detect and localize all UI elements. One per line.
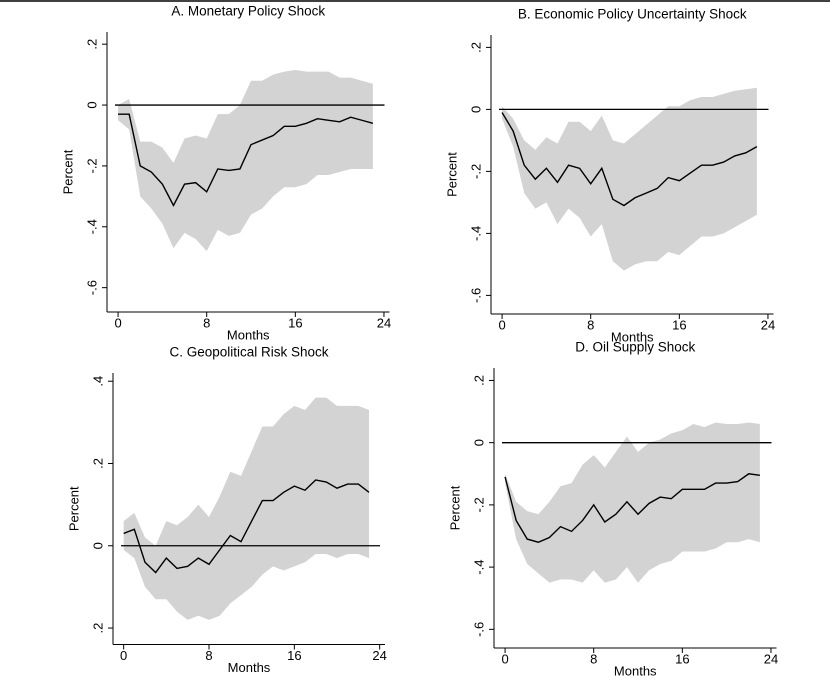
x-tick-label: 24 — [764, 651, 778, 666]
y-tick-label: 0 — [468, 106, 483, 113]
y-tick-label: -.6 — [471, 622, 486, 637]
y-axis-label: Percent — [60, 149, 75, 194]
x-tick-label: 16 — [675, 651, 689, 666]
y-axis-label: Percent — [66, 486, 81, 531]
confidence-band — [123, 397, 370, 620]
y-tick-label: -.2 — [84, 158, 99, 173]
chart-title: B. Economic Policy Uncertainty Shock — [518, 7, 747, 22]
x-tick-label: 24 — [377, 315, 391, 330]
confidence-band — [502, 87, 757, 271]
chart-title: D. Oil Supply Shock — [575, 340, 695, 355]
y-tick-label: 0 — [84, 101, 99, 108]
x-tick-label: 8 — [590, 651, 597, 666]
y-axis-label: Percent — [447, 485, 462, 530]
x-tick-label: 24 — [372, 648, 386, 663]
x-tick-label: 0 — [120, 648, 127, 663]
response-line — [123, 479, 370, 574]
chart-title: A. Monetary Policy Shock — [171, 4, 325, 19]
x-axis-label: Months — [228, 660, 271, 675]
x-axis-label: Months — [614, 663, 657, 678]
confidence-band — [505, 422, 760, 583]
x-tick-label: 8 — [587, 317, 594, 332]
x-axis-label: Months — [611, 329, 654, 344]
y-tick-label: .2 — [90, 458, 105, 469]
chart-title: C. Geopolitical Risk Shock — [169, 345, 328, 360]
y-tick-label: -.2 — [471, 497, 486, 512]
y-tick-label: .2 — [471, 375, 486, 386]
x-tick-label: 24 — [761, 317, 775, 332]
y-tick-label: .4 — [90, 376, 105, 387]
y-tick-label: 0 — [90, 542, 105, 549]
x-tick-label: 0 — [498, 317, 505, 332]
confidence-band — [118, 70, 373, 252]
response-line — [504, 473, 760, 543]
y-tick-label: -.6 — [84, 280, 99, 295]
y-tick-label: -.4 — [84, 219, 99, 234]
x-tick-label: 0 — [501, 651, 508, 666]
x-axis-label: Months — [227, 327, 270, 342]
x-tick-label: 8 — [203, 315, 210, 330]
y-tick-label: .2 — [468, 42, 483, 53]
y-tick-label: .2 — [90, 623, 105, 634]
y-tick-label: -.4 — [471, 560, 486, 575]
y-tick-label: -.4 — [468, 226, 483, 241]
y-tick-label: .2 — [84, 39, 99, 50]
x-tick-label: 16 — [672, 317, 686, 332]
x-tick-label: 8 — [205, 648, 212, 663]
y-tick-label: -.2 — [468, 164, 483, 179]
x-tick-label: 16 — [287, 648, 301, 663]
y-tick-label: -.6 — [468, 288, 483, 303]
y-axis-label: Percent — [444, 152, 459, 197]
y-tick-label: 0 — [471, 439, 486, 446]
response-line — [118, 113, 374, 207]
x-tick-label: 16 — [288, 315, 302, 330]
x-tick-label: 0 — [114, 315, 121, 330]
response-line — [501, 112, 758, 207]
